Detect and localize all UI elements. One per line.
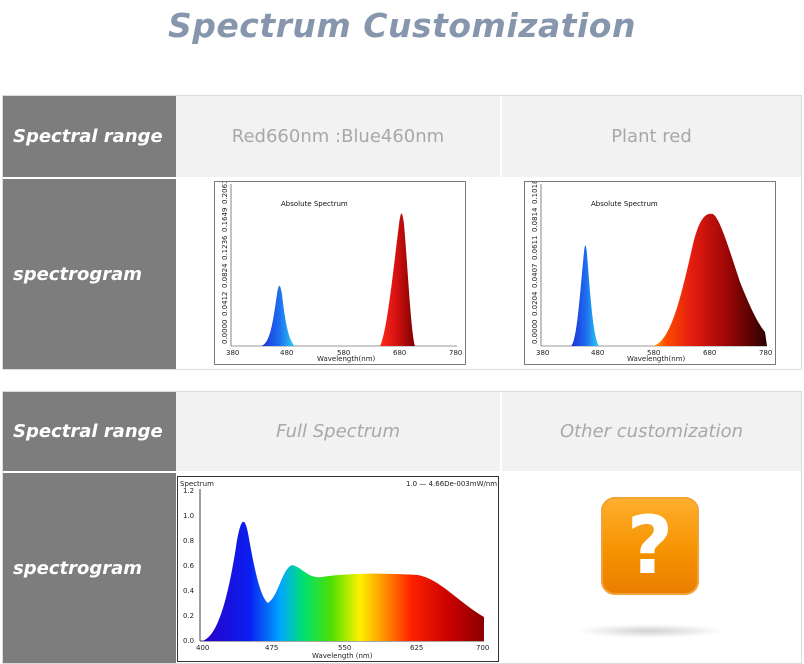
- x-axis-label: Wavelength (nm): [312, 652, 373, 660]
- x-axis-label: Wavelength(nm): [317, 355, 376, 363]
- red-band: [653, 213, 767, 346]
- chart-plant-red: Absolute Spectrum 380 480 580 680 780 Wa…: [524, 181, 776, 365]
- x-tick-625: 625: [410, 644, 423, 652]
- x-tick-780: 780: [759, 349, 772, 357]
- y-tick-0: 0.0: [183, 637, 194, 645]
- x-tick-380: 380: [536, 349, 549, 357]
- y-tick-0: 0.0000: [531, 320, 539, 345]
- x-tick-475: 475: [265, 644, 278, 652]
- range-other-customization: Other customization: [502, 392, 801, 471]
- y-tick-3: 0.1236: [221, 235, 229, 260]
- chart-title: Absolute Spectrum: [591, 200, 658, 208]
- chart-plant-red-svg: Absolute Spectrum 380 480 580 680 780 Wa…: [531, 182, 772, 363]
- red-peak: [380, 213, 415, 346]
- y-ticks: 0.0000 0.0204 0.0407 0.0611 0.0814 0.101…: [531, 182, 539, 344]
- y-tick-6: 1.2: [183, 487, 194, 495]
- y-tick-4: 0.8: [183, 537, 194, 545]
- x-tick-480: 480: [280, 349, 293, 357]
- x-tick-580: 580: [337, 349, 350, 357]
- x-ticks: 400 475 550 625 700: [196, 644, 489, 652]
- x-tick-550: 550: [338, 644, 351, 652]
- range-full-spectrum: Full Spectrum: [176, 392, 500, 471]
- x-ticks: 380 480 580 680 780: [536, 349, 772, 357]
- spectrogram-label: spectrogram: [3, 179, 176, 369]
- chart-full-spectrum: Spectrum 1.0 — 4.66De-003mW/nm 400 475 5…: [177, 476, 499, 662]
- y-tick-4: 0.0814: [531, 207, 539, 232]
- y-tick-3: 0.6: [183, 562, 195, 570]
- y-ticks: 0.0 0.2 0.4 0.6 0.8 1.0 1.2: [183, 487, 195, 645]
- x-tick-700: 700: [476, 644, 489, 652]
- blue-peak: [571, 245, 599, 346]
- x-tick-680: 680: [703, 349, 716, 357]
- full-spectrum-curve: [202, 521, 484, 641]
- page-title: Spectrum Customization: [168, 6, 636, 45]
- x-axis-label: Wavelength(nm): [627, 355, 686, 363]
- chart-legend: 1.0 — 4.66De-003mW/nm: [406, 480, 497, 488]
- y-ticks: 0.0000 0.0412 0.0824 0.1236 0.1649 0.206…: [221, 182, 229, 344]
- y-tick-2: 0.0407: [531, 264, 539, 289]
- question-icon-shadow: [575, 624, 725, 638]
- y-tick-1: 0.2: [183, 612, 194, 620]
- x-tick-680: 680: [393, 349, 406, 357]
- question-icon: ?: [601, 497, 699, 595]
- chart-red-blue-svg: Absolute Spectrum 380 480 580 680 780 Wa…: [221, 182, 462, 363]
- chart-full-spectrum-svg: Spectrum 1.0 — 4.66De-003mW/nm 400 475 5…: [180, 480, 497, 660]
- chart-red-blue: Absolute Spectrum 380 480 580 680 780 Wa…: [214, 181, 466, 365]
- x-tick-580: 580: [647, 349, 660, 357]
- y-tick-3: 0.0611: [531, 236, 539, 261]
- chart-title: Spectrum: [180, 480, 214, 488]
- x-tick-780: 780: [449, 349, 462, 357]
- y-tick-1: 0.0412: [221, 292, 229, 317]
- y-tick-0: 0.0000: [221, 320, 229, 345]
- y-tick-2: 0.0824: [221, 263, 229, 288]
- spectral-range-label: Spectral range: [3, 392, 176, 471]
- y-tick-5: 0.2061: [221, 182, 229, 204]
- range-red-blue: Red660nm :Blue460nm: [176, 96, 500, 177]
- y-tick-5: 0.1018: [531, 182, 539, 204]
- x-tick-380: 380: [226, 349, 239, 357]
- blue-peak: [261, 285, 295, 346]
- y-tick-5: 1.0: [183, 512, 194, 520]
- y-tick-4: 0.1649: [221, 208, 229, 233]
- x-tick-400: 400: [196, 644, 209, 652]
- y-tick-1: 0.0204: [531, 291, 539, 316]
- x-ticks: 380 480 580 680 780: [226, 349, 462, 357]
- range-plant-red: Plant red: [502, 96, 801, 177]
- x-tick-480: 480: [591, 349, 604, 357]
- spectrogram-label: spectrogram: [3, 473, 176, 663]
- spectral-range-label: Spectral range: [3, 96, 176, 177]
- y-tick-2: 0.4: [183, 587, 195, 595]
- chart-title: Absolute Spectrum: [281, 200, 348, 208]
